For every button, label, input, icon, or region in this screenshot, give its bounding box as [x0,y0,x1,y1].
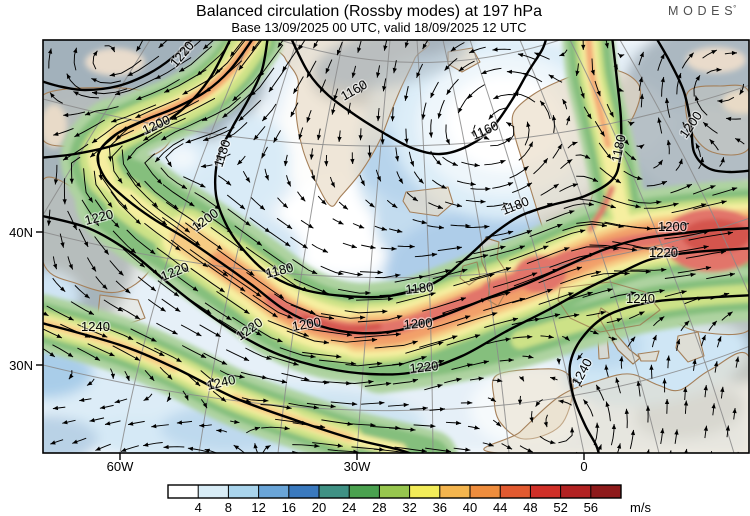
svg-text:8: 8 [225,500,232,515]
svg-text:0: 0 [580,459,587,474]
svg-text:1220: 1220 [409,358,439,376]
svg-text:m/s: m/s [630,500,651,515]
svg-text:30W: 30W [344,459,371,474]
svg-text:56: 56 [584,500,598,515]
svg-text:1180: 1180 [405,279,434,297]
svg-text:44: 44 [493,500,507,515]
svg-text:40N: 40N [9,225,33,240]
svg-text:30N: 30N [9,358,33,373]
svg-text:52: 52 [553,500,567,515]
svg-text:1180: 1180 [608,133,628,163]
svg-text:1220: 1220 [649,245,678,260]
svg-text:20: 20 [312,500,326,515]
svg-text:60W: 60W [107,459,134,474]
svg-text:12: 12 [251,500,265,515]
svg-text:Base 13/09/2025 00 UTC, valid: Base 13/09/2025 00 UTC, valid 18/09/2025… [231,20,526,35]
svg-text:1200: 1200 [403,315,433,332]
svg-text:1200: 1200 [291,314,322,334]
svg-text:32: 32 [402,500,416,515]
svg-text:28: 28 [372,500,386,515]
svg-text:Balanced circulation (Rossby m: Balanced circulation (Rossby modes) at 1… [196,3,542,20]
svg-text:48: 48 [523,500,537,515]
svg-text:36: 36 [433,500,447,515]
svg-text:24: 24 [342,500,356,515]
svg-text:1180: 1180 [264,260,295,281]
svg-text:M O D E S°: M O D E S° [668,4,737,18]
svg-text:1240: 1240 [626,291,655,306]
svg-text:40: 40 [463,500,477,515]
svg-text:16: 16 [282,500,296,515]
svg-text:1240: 1240 [81,319,110,334]
svg-text:1200: 1200 [658,219,687,234]
svg-text:4: 4 [195,500,202,515]
